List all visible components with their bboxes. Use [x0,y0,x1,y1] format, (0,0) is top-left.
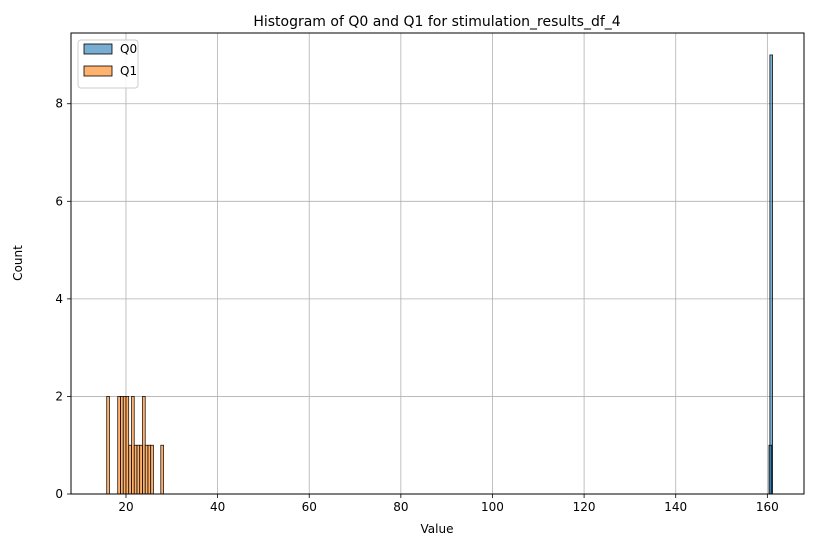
histogram-bar-q1 [136,444,141,495]
bars-layer [106,54,773,495]
histogram-bar-q1 [122,396,127,495]
histogram-bar-q1 [131,396,135,495]
histogram-bar-q0 [768,444,773,495]
y-tick-label: 0 [55,487,63,501]
y-tick-label: 6 [55,194,63,208]
x-tick-label: 120 [573,500,596,514]
histogram-bar-q1 [125,396,130,495]
histogram-bar-q1 [106,396,110,495]
histogram-bar-q1 [144,444,149,495]
y-tick-label: 2 [55,389,63,403]
histogram-bar-q1 [160,444,164,495]
x-tick-label: 140 [664,500,687,514]
y-axis-ticks: 0 2 4 6 8 [55,97,71,501]
grid-lines [71,33,804,495]
histogram-bar-q1 [128,444,132,495]
x-tick-label: 60 [302,500,317,514]
legend-swatch-q1 [83,65,113,77]
x-tick-label: 20 [118,500,133,514]
y-axis-label: Count [11,245,25,281]
x-tick-label: 100 [481,500,504,514]
histogram-bar-q1 [150,444,154,495]
histogram-bar-q1 [120,396,124,495]
legend-label-q0: Q0 [120,42,137,56]
chart-title: Histogram of Q0 and Q1 for stimulation_r… [253,14,620,30]
x-tick-label: 40 [210,500,225,514]
histogram-bar-q1 [139,444,143,495]
x-axis-ticks: 20 40 60 80 100 120 140 160 [118,494,779,514]
histogram-bar-q0 [769,54,773,495]
legend-label-q1: Q1 [120,64,137,78]
histogram-bar-q1 [147,444,152,495]
legend: Q0 Q1 [77,39,139,89]
histogram-bar-q1 [142,396,146,495]
x-tick-label: 160 [756,500,779,514]
histogram-bar-q1 [117,396,121,495]
x-axis-label: Value [421,522,454,536]
y-tick-label: 8 [55,97,63,111]
plot-frame [70,32,805,495]
y-tick-label: 4 [55,292,63,306]
x-tick-label: 80 [393,500,408,514]
histogram-bar-q1 [133,444,138,495]
legend-swatch-q0 [83,43,113,55]
